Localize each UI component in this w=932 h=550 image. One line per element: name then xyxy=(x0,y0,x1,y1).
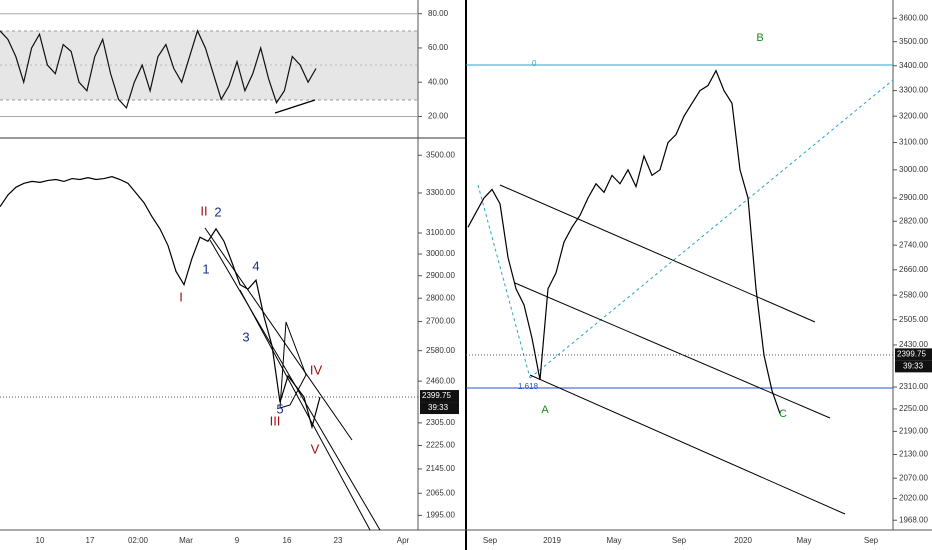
x-tick-label: 2019 xyxy=(543,536,561,545)
x-tick-label: 23 xyxy=(334,536,343,545)
y-tick-label: 2900.00 xyxy=(426,271,455,280)
price-tag xyxy=(895,348,932,361)
y-tick-label: 60.00 xyxy=(428,43,449,52)
y-tick-label: 2580.00 xyxy=(899,290,928,299)
y-tick-label: 2900.00 xyxy=(899,193,928,202)
y-tick-label: 2580.00 xyxy=(426,346,455,355)
y-tick-label: 3500.00 xyxy=(426,150,455,159)
wave-label: 2 xyxy=(214,204,221,219)
wave-label: III xyxy=(270,413,281,428)
price-tag-text: 2399.75 xyxy=(897,349,926,358)
y-tick-label: 2700.00 xyxy=(426,317,455,326)
y-tick-label: 2660.00 xyxy=(899,265,928,274)
rsi-band xyxy=(0,31,418,100)
wave-label: IV xyxy=(310,362,323,377)
y-tick-label: 3500.00 xyxy=(899,37,928,46)
wave-label: 4 xyxy=(252,258,259,273)
x-tick-label: Sep xyxy=(864,536,879,545)
y-tick-label: 80.00 xyxy=(428,9,449,18)
wave-label: V xyxy=(311,441,320,456)
y-tick-label: 3200.00 xyxy=(899,111,928,120)
y-tick-label: 2225.00 xyxy=(426,441,455,450)
y-tick-label: 2305.00 xyxy=(426,418,455,427)
fib-label: 1.618 xyxy=(518,382,539,391)
wave-label: I xyxy=(179,289,183,304)
y-tick-label: 2250.00 xyxy=(899,404,928,413)
y-tick-label: 3100.00 xyxy=(426,228,455,237)
y-tick-label: 2505.00 xyxy=(899,315,928,324)
price-tag-text: 2399.75 xyxy=(422,391,451,400)
x-tick-label: 16 xyxy=(283,536,292,545)
y-tick-label: 2430.00 xyxy=(899,340,928,349)
y-tick-label: 20.00 xyxy=(428,112,449,121)
countdown-text: 39:33 xyxy=(903,361,924,370)
wave-label: 5 xyxy=(276,401,283,416)
price-series xyxy=(0,29,317,110)
y-tick-label: 2310.00 xyxy=(899,382,928,391)
countdown-tag xyxy=(420,402,459,415)
wave-label: 1 xyxy=(202,261,209,276)
wave-label: B xyxy=(756,32,763,44)
wave-label: A xyxy=(541,404,549,416)
x-tick-label: 2020 xyxy=(734,536,752,545)
x-tick-label: 10 xyxy=(36,536,45,545)
channel-line xyxy=(529,374,846,515)
y-tick-label: 2020.00 xyxy=(899,494,928,503)
y-tick-label: 2070.00 xyxy=(899,473,928,482)
price-series xyxy=(467,69,781,414)
y-tick-label: 3300.00 xyxy=(426,188,455,197)
triangle xyxy=(279,321,307,409)
y-tick-label: 3100.00 xyxy=(899,138,928,147)
y-tick-label: 2065.00 xyxy=(426,488,455,497)
wave-label: 3 xyxy=(242,329,249,344)
price-series xyxy=(0,176,321,430)
wave-label: C xyxy=(779,408,787,420)
y-tick-label: 3400.00 xyxy=(899,61,928,70)
channel-line xyxy=(514,282,831,419)
y-tick-label: 1995.00 xyxy=(426,510,455,519)
y-tick-label: 2460.00 xyxy=(426,376,455,385)
y-tick-label: 3300.00 xyxy=(899,86,928,95)
x-tick-label: 9 xyxy=(235,536,240,545)
channel-line xyxy=(204,227,353,441)
x-tick-label: Sep xyxy=(672,536,687,545)
y-tick-label: 2190.00 xyxy=(899,426,928,435)
channel-line xyxy=(239,289,371,531)
x-tick-label: 17 xyxy=(86,536,95,545)
x-tick-label: Mar xyxy=(179,536,193,545)
divergence-line xyxy=(274,99,316,114)
y-tick-label: 3600.00 xyxy=(899,13,928,22)
y-tick-label: 40.00 xyxy=(428,77,449,86)
y-tick-label: 2130.00 xyxy=(899,450,928,459)
wave-label: II xyxy=(200,203,207,218)
y-tick-label: 1968.00 xyxy=(899,515,928,524)
fib-diagonal xyxy=(529,79,894,379)
y-tick-label: 3000.00 xyxy=(426,249,455,258)
y-tick-label: 2820.00 xyxy=(899,216,928,225)
y-tick-label: 2145.00 xyxy=(426,464,455,473)
x-tick-label: 02:00 xyxy=(128,536,149,545)
countdown-text: 39:33 xyxy=(428,403,449,412)
price-tag xyxy=(420,390,459,403)
countdown-tag xyxy=(895,360,932,373)
x-tick-label: Sep xyxy=(483,536,498,545)
x-tick-label: Apr xyxy=(397,536,410,545)
x-tick-label: May xyxy=(606,536,621,545)
y-tick-label: 3000.00 xyxy=(899,165,928,174)
y-tick-label: 2800.00 xyxy=(426,293,455,302)
channel-line xyxy=(499,184,816,323)
fib-label: 0 xyxy=(532,59,537,68)
x-tick-label: May xyxy=(796,536,811,545)
y-tick-label: 2740.00 xyxy=(899,240,928,249)
